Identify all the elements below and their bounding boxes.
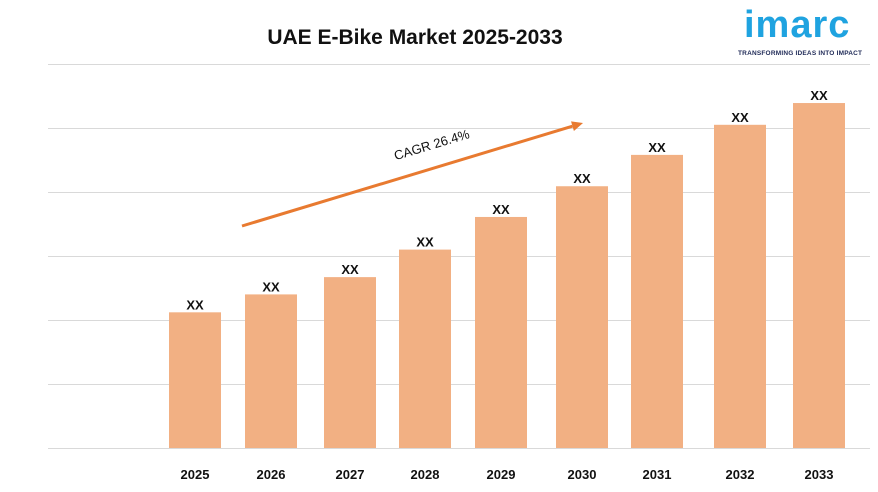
bar-2028 bbox=[399, 249, 451, 448]
data-label-2025: XX bbox=[186, 297, 204, 312]
x-tick-2028: 2028 bbox=[411, 467, 440, 482]
x-tick-2027: 2027 bbox=[336, 467, 365, 482]
bar-2026 bbox=[245, 294, 297, 448]
data-label-2030: XX bbox=[573, 171, 591, 186]
x-tick-2033: 2033 bbox=[805, 467, 834, 482]
data-label-2027: XX bbox=[341, 262, 359, 277]
cagr-label: CAGR 26.4% bbox=[392, 126, 471, 163]
cagr-arrow-head bbox=[571, 121, 583, 131]
data-labels: XX XX XX XX XX XX XX XX XX bbox=[186, 88, 828, 312]
bar-2031 bbox=[631, 154, 683, 448]
cagr-arrow-line bbox=[241, 124, 573, 228]
bar-2030 bbox=[556, 186, 608, 449]
imarc-logo: imarc TRANSFORMING IDEAS INTO IMPACT bbox=[738, 4, 868, 62]
x-tick-labels: 2025 2026 2027 2028 2029 2030 2031 2032 2033 bbox=[181, 467, 834, 482]
data-label-2029: XX bbox=[492, 202, 510, 217]
data-label-2031: XX bbox=[648, 140, 666, 155]
x-tick-2026: 2026 bbox=[257, 467, 286, 482]
x-tick-2029: 2029 bbox=[487, 467, 516, 482]
bars bbox=[169, 103, 845, 449]
cagr-arrow: CAGR 26.4% bbox=[241, 121, 583, 228]
x-tick-2031: 2031 bbox=[643, 467, 672, 482]
bar-2032 bbox=[714, 124, 766, 449]
data-label-2032: XX bbox=[731, 110, 749, 125]
data-label-2028: XX bbox=[416, 235, 434, 250]
data-label-2033: XX bbox=[810, 88, 828, 103]
bar-2033 bbox=[793, 103, 845, 448]
x-tick-2032: 2032 bbox=[726, 467, 755, 482]
logo-word: imarc bbox=[744, 4, 851, 46]
bar-2025 bbox=[169, 312, 221, 448]
bar-2029 bbox=[475, 216, 527, 448]
bar-2027 bbox=[324, 277, 376, 448]
chart-title: UAE E-Bike Market 2025-2033 bbox=[267, 26, 563, 49]
x-tick-2025: 2025 bbox=[181, 467, 210, 482]
logo-tagline: TRANSFORMING IDEAS INTO IMPACT bbox=[738, 50, 863, 57]
x-tick-2030: 2030 bbox=[568, 467, 597, 482]
data-label-2026: XX bbox=[262, 279, 280, 294]
